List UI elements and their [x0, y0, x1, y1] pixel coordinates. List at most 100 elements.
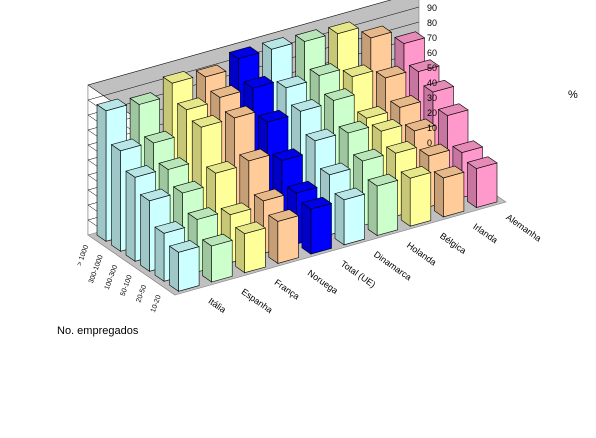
bar-front: [244, 227, 266, 274]
bar-side: [433, 171, 444, 218]
bar-top: [201, 233, 233, 247]
bar-top: [210, 85, 242, 98]
bar-top: [139, 188, 171, 202]
bar-top: [375, 65, 407, 79]
bar-top: [328, 21, 359, 35]
bar-side: [125, 170, 136, 262]
y-tick-label: 90: [427, 3, 437, 13]
bar-side: [96, 104, 107, 242]
bar-top: [433, 165, 465, 179]
x-tick-label: França: [273, 277, 302, 301]
bar-top: [172, 180, 204, 194]
bar: [367, 173, 399, 237]
bar-front: [442, 171, 465, 218]
bar-top: [400, 165, 432, 179]
bar-top: [268, 209, 300, 222]
bar-side: [334, 193, 345, 246]
bar-side: [268, 214, 279, 264]
depth-tick-label: 50-100: [120, 274, 134, 297]
bar-top: [371, 118, 403, 132]
bar-top: [257, 109, 289, 123]
bar-top: [187, 207, 219, 220]
bar-side: [111, 144, 121, 252]
bar: [301, 196, 333, 255]
bar-top: [272, 148, 304, 161]
x-tick-label: Dinamarca: [372, 249, 413, 282]
bar-top: [162, 70, 194, 84]
bar-top: [294, 29, 326, 42]
y-tick-label: 60: [427, 48, 437, 58]
bar-top: [357, 105, 388, 119]
bar-side: [154, 226, 165, 282]
bar-top: [290, 99, 322, 112]
bar-side: [467, 161, 477, 209]
bar-top: [386, 140, 417, 154]
y-tick-label: 50: [427, 63, 437, 73]
bar-front: [211, 239, 233, 283]
bar-top: [261, 37, 293, 50]
bar-top: [305, 128, 337, 142]
bar-top: [419, 143, 451, 157]
unit-label: %: [568, 89, 578, 101]
bar-top: [195, 64, 227, 78]
bar: [168, 240, 200, 292]
bar-top: [110, 138, 142, 152]
bar-top: [276, 75, 308, 89]
bar-top: [367, 173, 399, 187]
bar-front: [277, 215, 299, 264]
bar-top: [404, 118, 436, 132]
bar-top: [423, 79, 455, 93]
bar-top: [125, 165, 157, 178]
bar-top: [239, 148, 271, 162]
y-tick-label: 40: [427, 78, 437, 88]
bar-top: [235, 221, 266, 235]
bar-top: [466, 156, 498, 169]
x-tick-label: Bélgica: [438, 231, 468, 256]
bar-side: [400, 171, 411, 227]
bar-top: [361, 25, 393, 39]
x-tick-label: Holanda: [405, 240, 438, 267]
bar-top: [286, 180, 318, 194]
depth-tick-label: 20-50: [135, 284, 148, 303]
x-tick-label: Noruega: [306, 268, 340, 296]
bar-top: [220, 202, 252, 216]
bar-top: [243, 75, 275, 89]
bar: [400, 165, 432, 227]
depth-tick-label: 10-20: [150, 294, 163, 313]
bar: [433, 165, 465, 218]
bar-front: [178, 246, 200, 292]
bar-top: [437, 103, 469, 116]
x-tick-label: Alemanha: [504, 212, 543, 243]
y-tick-label: 70: [427, 33, 437, 43]
bar-top: [191, 114, 223, 128]
bar-top: [96, 98, 128, 112]
bar: [334, 187, 366, 246]
depth-tick-label: 300-1000: [88, 254, 105, 284]
bar-top: [224, 105, 256, 119]
bar: [268, 209, 300, 264]
bar-top: [228, 46, 260, 59]
bar-top: [323, 88, 355, 101]
x-tick-label: Espanha: [240, 287, 275, 316]
bar: [235, 221, 266, 274]
bar-side: [169, 245, 179, 292]
bar-front: [376, 179, 399, 236]
bar-top: [158, 157, 190, 170]
bar-front: [409, 172, 432, 227]
bar-top: [352, 148, 384, 162]
bar-top: [342, 64, 374, 78]
bar: [201, 233, 233, 283]
bar-front: [476, 162, 498, 208]
y-tick-label: 0: [427, 138, 432, 148]
y-tick-label: 30: [427, 93, 437, 103]
x-tick-label: Total (UE): [339, 259, 378, 290]
y-tick-label: 20: [427, 108, 437, 118]
bar-top: [408, 59, 440, 72]
bar-top: [177, 97, 208, 111]
bar-top: [253, 188, 285, 202]
x-tick-label: Irlanda: [471, 221, 499, 245]
bar-front: [310, 203, 332, 255]
bar-top: [319, 162, 351, 176]
bar-top: [334, 187, 366, 201]
depth-axis-title: No. empregados: [57, 325, 139, 337]
